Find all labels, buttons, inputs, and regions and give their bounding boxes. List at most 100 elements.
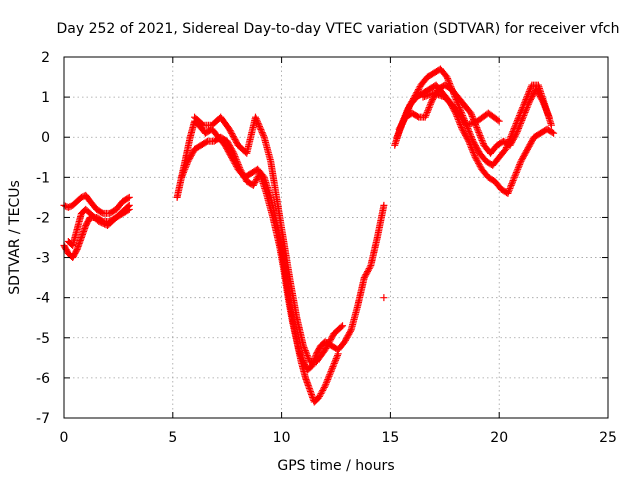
data-point [425, 104, 433, 112]
data-point [254, 119, 262, 127]
data-point [400, 116, 408, 124]
data-point [258, 129, 266, 137]
data-point [474, 158, 482, 166]
y-tick-label: -4 [36, 291, 50, 307]
data-point [520, 112, 528, 120]
data-point [517, 118, 525, 126]
data-point [225, 140, 233, 148]
data-point [185, 156, 193, 164]
data-point [513, 128, 521, 136]
data-point [231, 152, 239, 160]
data-point [322, 379, 330, 387]
data-points [60, 65, 558, 406]
data-point [513, 129, 521, 137]
x-tick-label: 25 [599, 430, 617, 446]
data-point [463, 134, 471, 142]
data-point [343, 333, 351, 341]
data-point [541, 102, 549, 110]
data-point [230, 149, 238, 157]
data-point [230, 151, 238, 159]
data-point [237, 167, 245, 175]
data-point [326, 371, 334, 379]
data-point [542, 105, 550, 113]
y-tick-label: -6 [36, 371, 50, 387]
data-point [366, 263, 374, 271]
data-point [443, 73, 451, 81]
data-point [317, 389, 325, 397]
data-point [529, 91, 537, 99]
data-point [362, 271, 370, 279]
y-tick-label: -5 [36, 331, 50, 347]
data-point [515, 124, 523, 132]
data-point [519, 153, 527, 161]
data-point [303, 351, 311, 359]
data-point [364, 266, 372, 274]
y-tick-label: -2 [36, 210, 50, 226]
data-point [202, 138, 210, 146]
data-point [398, 121, 406, 129]
data-point [507, 183, 515, 191]
data-point [462, 133, 470, 141]
data-point [458, 124, 466, 132]
data-point [398, 119, 406, 127]
data-point [528, 93, 536, 101]
data-point [473, 125, 481, 133]
data-point [522, 107, 530, 115]
data-point [523, 147, 531, 155]
data-point [510, 175, 518, 183]
data-point [545, 113, 553, 121]
data-point [256, 124, 264, 132]
data-point [512, 131, 520, 139]
data-point [461, 131, 469, 139]
data-point [240, 171, 248, 179]
data-point [226, 143, 234, 151]
data-point [332, 355, 340, 363]
data-point [469, 147, 477, 155]
data-point [508, 138, 516, 146]
data-point [527, 84, 535, 92]
y-tick-label: 2 [41, 50, 50, 66]
data-point [256, 122, 264, 130]
y-tick-label: 1 [41, 90, 50, 106]
data-point [517, 157, 525, 165]
data-point [429, 96, 437, 104]
data-point [315, 394, 323, 402]
data-point [467, 109, 475, 117]
data-point [526, 97, 534, 105]
data-point [183, 160, 191, 168]
data-point [467, 142, 475, 150]
data-point [516, 121, 524, 129]
data-point [504, 189, 512, 197]
data-point [523, 145, 531, 153]
data-point [472, 155, 480, 163]
data-point [468, 111, 476, 119]
data-point [399, 118, 407, 126]
data-point [518, 156, 526, 164]
data-point [380, 294, 388, 302]
data-point [326, 369, 334, 377]
data-point [380, 201, 388, 209]
data-point [468, 145, 476, 153]
data-point [514, 164, 522, 172]
data-point [234, 160, 242, 168]
data-point [535, 91, 543, 99]
data-point [342, 335, 350, 343]
data-point [253, 116, 261, 124]
data-point [232, 154, 240, 162]
data-point [509, 135, 517, 143]
data-point [320, 383, 328, 391]
data-point [346, 329, 354, 337]
x-tick-label: 0 [60, 430, 69, 446]
data-point [465, 128, 473, 136]
data-point [423, 110, 431, 118]
data-point [541, 104, 549, 112]
data-point [427, 99, 435, 107]
data-point [539, 97, 547, 105]
x-tick-label: 15 [381, 430, 399, 446]
data-point [458, 125, 466, 133]
data-point [550, 129, 558, 137]
data-point [426, 100, 434, 108]
data-point [444, 75, 452, 83]
data-point [330, 361, 338, 369]
